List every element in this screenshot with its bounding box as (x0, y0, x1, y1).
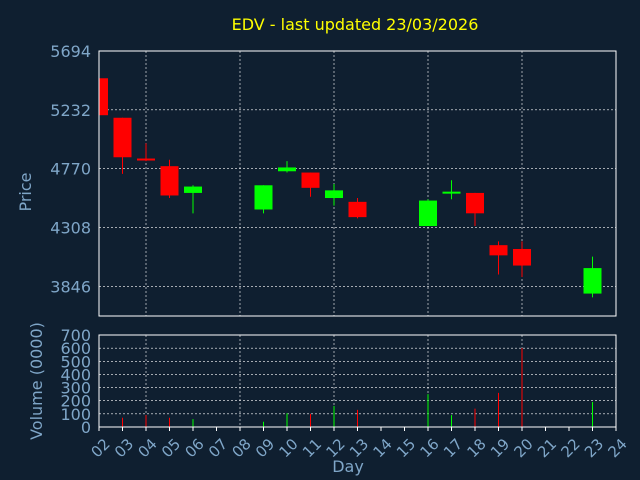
x-tick-label: 07 (205, 435, 231, 461)
x-tick-label: 10 (276, 435, 302, 461)
volume-tick-label: 700 (60, 326, 91, 345)
day-axis-label: Day (332, 457, 364, 476)
x-tick-label: 14 (370, 435, 396, 461)
candle-body (419, 200, 437, 227)
candle-body (513, 248, 531, 266)
x-tick-label: 17 (440, 435, 466, 461)
x-tick-label: 06 (182, 435, 208, 461)
volume-axis-label: Volume (0000) (27, 322, 46, 440)
candle-body (301, 172, 320, 188)
candle-body (99, 78, 108, 116)
x-tick-label: 03 (111, 435, 137, 461)
x-tick-label: 22 (558, 435, 584, 461)
x-tick-label: 04 (135, 435, 161, 461)
x-tick-label: 24 (605, 435, 631, 461)
x-tick-label: 16 (417, 435, 443, 461)
candle-body (137, 158, 155, 161)
candle-body (489, 245, 508, 256)
axis-layer: 5694523247704308384670060050040030020010… (50, 42, 630, 461)
x-tick-label: 20 (511, 435, 537, 461)
volume-tick-label: 400 (60, 365, 91, 384)
candle-body (113, 117, 132, 158)
price-tick-label: 3846 (50, 277, 91, 296)
x-tick-label: 08 (229, 435, 255, 461)
x-tick-label: 09 (252, 435, 278, 461)
x-tick-label: 18 (464, 435, 490, 461)
x-tick-label: 21 (534, 435, 560, 461)
price-axis-label: Price (16, 172, 35, 211)
price-tick-label: 5232 (50, 101, 91, 120)
candlestick-series (98, 78, 602, 298)
volume-series (122, 348, 593, 427)
candle-body (184, 186, 202, 193)
x-tick-label: 11 (299, 435, 325, 461)
x-tick-label: 05 (158, 435, 184, 461)
x-tick-label: 15 (393, 435, 419, 461)
price-tick-label: 4770 (50, 160, 91, 179)
candle-body (254, 185, 273, 210)
candle-body (325, 190, 343, 199)
chart-title: EDV - last updated 23/03/2026 (232, 15, 479, 34)
candle-body (278, 167, 296, 172)
volume-tick-label: 300 (60, 379, 91, 398)
candle-body (466, 192, 484, 214)
price-tick-label: 5694 (50, 42, 91, 61)
volume-tick-label: 500 (60, 352, 91, 371)
volume-tick-label: 0 (81, 418, 91, 437)
candle-body (583, 268, 602, 294)
x-tick-label: 19 (487, 435, 513, 461)
x-tick-label: 23 (581, 435, 607, 461)
candle-body (160, 166, 179, 196)
x-tick-label: 02 (88, 435, 114, 461)
candle-body (348, 201, 367, 218)
volume-tick-label: 600 (60, 339, 91, 358)
price-tick-label: 4308 (50, 219, 91, 238)
grid-layer (99, 50, 616, 427)
candle-body (442, 191, 461, 194)
price-panel-frame (98, 50, 617, 317)
volume-tick-label: 200 (60, 392, 91, 411)
volume-tick-label: 100 (60, 405, 91, 424)
